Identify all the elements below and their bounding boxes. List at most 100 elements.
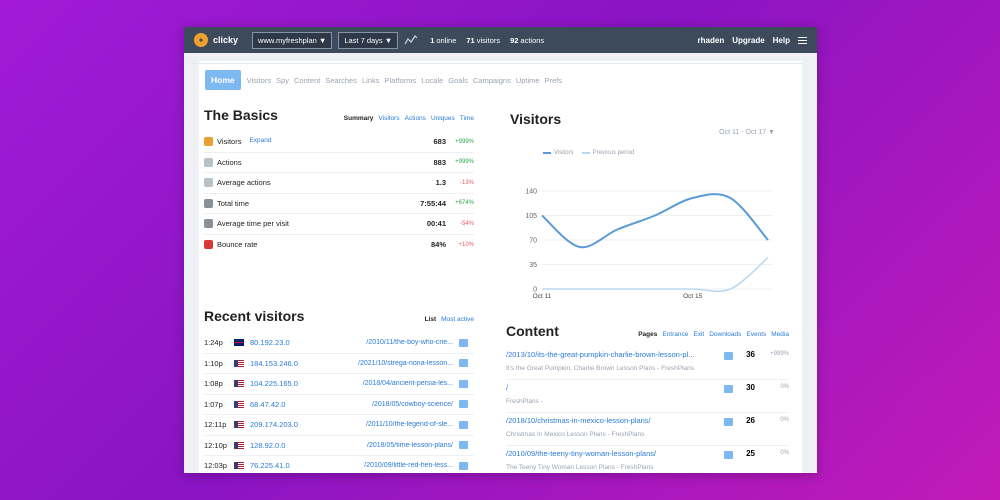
- tab-uptime[interactable]: Uptime: [515, 75, 540, 85]
- hamburger-menu-icon[interactable]: [798, 36, 807, 44]
- clicky-logo-icon: ✦: [194, 33, 208, 47]
- content-link-events[interactable]: Events: [746, 331, 767, 338]
- visitor-page-link[interactable]: /2010/09/little-red-hen-less...: [364, 462, 453, 470]
- basics-value: 683: [433, 137, 446, 147]
- basics-change: +999%: [455, 138, 474, 145]
- visitor-page-link[interactable]: /2018/04/ancient-persia-les...: [362, 380, 453, 388]
- visitor-page-link[interactable]: /2021/10/strega-nona-lesson...: [358, 359, 453, 367]
- legend-visitors[interactable]: Visitors: [543, 150, 574, 156]
- content-details-icon[interactable]: [724, 385, 733, 393]
- basics-row-average-actions[interactable]: Average actions 1.3 -13%: [204, 173, 474, 194]
- help-link[interactable]: Help: [772, 35, 790, 45]
- basics-link-actions[interactable]: Actions: [404, 115, 426, 122]
- flag-uk-icon: [234, 339, 244, 347]
- visitor-page-link[interactable]: /2018/05/time-lesson-plans/: [367, 441, 453, 449]
- site-selector[interactable]: www.myfreshplan ▼: [252, 31, 333, 49]
- tab-goals[interactable]: Goals: [448, 75, 468, 85]
- content-row[interactable]: /2018/10/christmas-in-mexico-lesson-plan…: [506, 413, 789, 446]
- tab-campaigns[interactable]: Campaigns: [472, 75, 511, 85]
- content-url-link[interactable]: /2013/10/its-the-great-pumpkin-charlie-b…: [506, 350, 695, 359]
- tabs-divider: [190, 63, 803, 64]
- recent-visitor-row[interactable]: 12:10p 128.92.0.0/2018/05/time-lesson-pla…: [204, 436, 474, 456]
- tab-prefs[interactable]: Prefs: [544, 75, 563, 85]
- logo[interactable]: ✦ clicky: [194, 33, 238, 47]
- basics-link-visitors[interactable]: Visitors: [378, 115, 400, 122]
- visitor-details-icon[interactable]: [459, 420, 468, 429]
- tab-platforms[interactable]: Platforms: [384, 75, 417, 85]
- content-details-icon[interactable]: [724, 352, 733, 360]
- chart-icon[interactable]: [404, 34, 418, 46]
- content-details-icon[interactable]: [724, 418, 733, 426]
- content-link-exit[interactable]: Exit: [693, 331, 705, 338]
- content-link-downloads[interactable]: Downloads: [709, 331, 742, 338]
- visitor-details-icon[interactable]: [459, 441, 468, 450]
- basics-value: 7:55:44: [420, 198, 446, 208]
- visitor-ip-link[interactable]: 184.153.246.0: [250, 358, 298, 368]
- content-url-link[interactable]: /2018/10/christmas-in-mexico-lesson-plan…: [506, 416, 651, 425]
- recent-visitor-row[interactable]: 1:24p 80.192.23.0/2010/11/the-boy-who-cri…: [204, 333, 474, 354]
- visitor-ip-link[interactable]: 76.225.41.0: [250, 461, 290, 471]
- basics-link-summary[interactable]: Summary: [343, 115, 374, 122]
- visitor-details-icon[interactable]: [459, 461, 468, 470]
- user-menu[interactable]: rhaden: [697, 35, 725, 45]
- stat-online[interactable]: 1 online: [430, 35, 457, 45]
- visitor-ip-link[interactable]: 209.174.203.0: [250, 420, 298, 430]
- recent-visitor-row[interactable]: 1:07p 68.47.42.0/2018/05/cowboy-science/: [204, 395, 474, 415]
- stat-actions[interactable]: 92 actions: [510, 35, 545, 45]
- visitor-details-icon[interactable]: [459, 338, 468, 347]
- basics-row-total-time[interactable]: Total time 7:55:44 +674%: [204, 194, 474, 214]
- recent-link-most-active[interactable]: Most active: [441, 316, 474, 323]
- visitor-details-icon[interactable]: [459, 359, 468, 368]
- tab-home[interactable]: Home: [205, 70, 241, 90]
- stat-visitors[interactable]: 71 visitors: [466, 35, 501, 45]
- basics-label: Average time per visit: [217, 219, 386, 228]
- tab-links[interactable]: Links: [361, 75, 380, 85]
- basics-value: 00:41: [426, 219, 446, 229]
- basics-row-bounce-rate[interactable]: Bounce rate 84% +10%: [204, 235, 474, 256]
- visitor-ip-link[interactable]: 104.225.165.0: [250, 379, 298, 389]
- content-text: /2010/09/the-teeny-tiny-woman-lesson-pla…: [506, 449, 716, 471]
- visitor-page-link[interactable]: /2018/05/cowboy-science/: [372, 400, 453, 408]
- recent-visitor-row[interactable]: 1:10p 184.153.246.0/2021/10/strega-nona-l…: [204, 354, 474, 374]
- basics-row-actions[interactable]: Actions 883 +999%: [204, 153, 474, 173]
- recent-visitor-row[interactable]: 12:03p 76.225.41.0/2010/09/little-red-hen…: [204, 456, 474, 473]
- visitor-details-icon[interactable]: [459, 400, 468, 409]
- tab-locale[interactable]: Locale: [421, 75, 444, 85]
- recent-visitor-row[interactable]: 1:08p 104.225.165.0/2018/04/ancient-persi…: [204, 374, 474, 395]
- flag-us-icon: [234, 359, 244, 367]
- tab-spy[interactable]: Spy: [276, 75, 290, 85]
- content-url-link[interactable]: /2010/09/the-teeny-tiny-woman-lesson-pla…: [506, 449, 657, 458]
- content-row[interactable]: /2010/09/the-teeny-tiny-woman-lesson-pla…: [506, 446, 789, 473]
- basics-row-average-time-per-visit[interactable]: Average time per visit 00:41 -54%: [204, 214, 474, 235]
- visitor-ip-link[interactable]: 80.192.23.0: [250, 338, 290, 348]
- recent-link-list[interactable]: List: [424, 316, 437, 323]
- visitors-panel: 0 35 70 105 140 Oct 11 Oct 15 Visitors Oct 11 …: [506, 107, 789, 303]
- content-url-link[interactable]: /: [506, 383, 509, 392]
- tab-searches[interactable]: Searches: [325, 75, 357, 85]
- content-link-entrance[interactable]: Entrance: [662, 331, 689, 338]
- tab-content[interactable]: Content: [294, 75, 321, 85]
- basics-row-visitors[interactable]: Visitors Expand 683 +999%: [204, 132, 474, 153]
- visitor-ip-link[interactable]: 128.92.0.0: [250, 440, 286, 450]
- basics-change: +674%: [455, 200, 474, 207]
- content-link-media[interactable]: Media: [771, 331, 789, 338]
- content-change: 0%: [780, 417, 789, 423]
- recent-visitor-row[interactable]: 12:11p 209.174.203.0/2011/10/the-legend-o…: [204, 415, 474, 436]
- upgrade-link[interactable]: Upgrade: [732, 35, 765, 45]
- chart-range-selector[interactable]: Oct 11 - Oct 17 ▼: [719, 129, 775, 136]
- expand-link[interactable]: Expand: [249, 137, 272, 145]
- legend-previous-period[interactable]: Previous period: [581, 150, 634, 156]
- date-range-selector[interactable]: Last 7 days ▼: [338, 31, 399, 49]
- basics-value: 84%: [430, 240, 446, 250]
- content-row[interactable]: / FreshPlans - 30 0%: [506, 380, 789, 413]
- content-link-pages[interactable]: Pages: [638, 331, 658, 338]
- visitor-details-icon[interactable]: [459, 379, 468, 388]
- visitor-page-link[interactable]: /2010/11/the-boy-who-crie...: [366, 339, 453, 347]
- content-row[interactable]: /2013/10/its-the-great-pumpkin-charlie-b…: [506, 347, 789, 380]
- basics-link-time[interactable]: Time: [459, 115, 474, 122]
- visitor-ip-link[interactable]: 68.47.42.0: [250, 399, 286, 409]
- tab-visitors[interactable]: Visitors: [246, 75, 272, 85]
- basics-link-uniques[interactable]: Uniques: [430, 115, 455, 122]
- content-details-icon[interactable]: [724, 451, 733, 459]
- visitor-page-link[interactable]: /2011/10/the-legend-of-sle...: [365, 421, 453, 429]
